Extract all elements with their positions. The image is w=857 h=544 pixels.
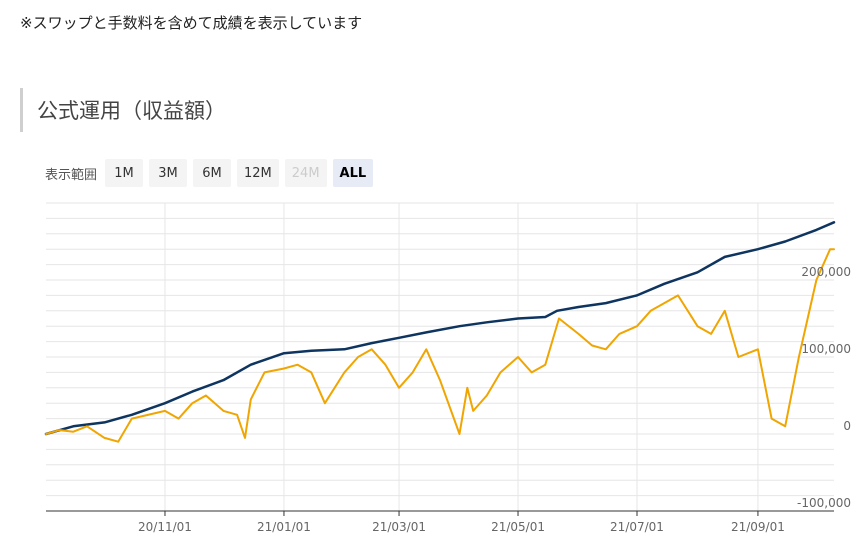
section-title: 公式運用（収益額） — [20, 88, 226, 132]
series-lines — [44, 221, 836, 443]
x-tick-label: 21/05/01 — [491, 520, 545, 534]
profit-line-chart: 20/11/01 21/01/01 21/03/01 21/05/01 21/07/01… — [44, 202, 851, 534]
range-6m-button[interactable]: 6M — [193, 159, 232, 187]
x-tick-label: 21/07/01 — [610, 520, 664, 534]
range-24m-button[interactable]: 24M — [284, 159, 327, 187]
orange-profit-line — [45, 248, 835, 443]
x-tick-label: 20/11/01 — [138, 520, 192, 534]
section-title-text: 公式運用（収益額） — [37, 99, 226, 123]
grid-lines — [46, 202, 834, 512]
range-all-button[interactable]: ALL — [332, 159, 374, 187]
x-tick-label: 21/03/01 — [372, 520, 426, 534]
navy-cumulative-line — [44, 221, 836, 436]
x-tick-label: 21/01/01 — [257, 520, 311, 534]
performance-note: ※スワップと手数料を含めて成績を表示しています — [20, 14, 363, 32]
x-tick-label: 21/09/01 — [731, 520, 785, 534]
y-tick-label: 200,000 — [801, 265, 851, 279]
y-tick-label: 0 — [843, 419, 851, 433]
chart-axes: 20/11/01 21/01/01 21/03/01 21/05/01 21/07/01… — [46, 265, 851, 534]
range-selector: 表示範囲 1M 3M 6M 12M 24M ALL — [45, 158, 374, 188]
range-3m-button[interactable]: 3M — [149, 159, 188, 187]
range-1m-button[interactable]: 1M — [105, 159, 144, 187]
y-tick-label: 100,000 — [801, 342, 851, 356]
range-selector-label: 表示範囲 — [45, 167, 98, 183]
range-12m-button[interactable]: 12M — [237, 159, 279, 187]
y-tick-label: -100,000 — [797, 496, 851, 510]
